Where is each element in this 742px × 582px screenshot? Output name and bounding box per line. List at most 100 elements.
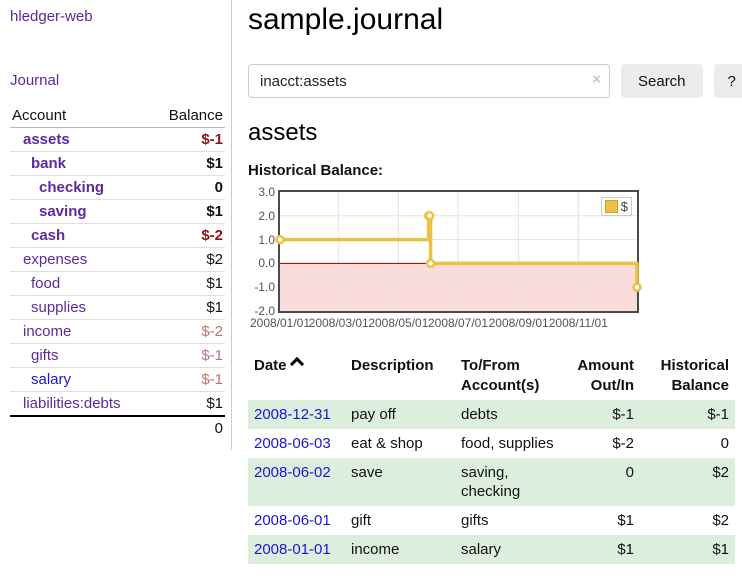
account-row: liabilities:debts $1 — [10, 391, 225, 417]
register-row: 2008-01-01 income salary $1 $1 — [248, 535, 735, 564]
nav: Journal — [10, 72, 225, 89]
account-balance: $1 — [151, 295, 225, 320]
register-cell-date: 2008-06-03 — [248, 429, 345, 458]
main-content: sample.journal × Search ? assets Histori… — [232, 0, 742, 564]
register-cell-description: gift — [351, 512, 372, 529]
register-cell-balance: $2 — [712, 512, 729, 529]
register-cell-date: 2008-12-31 — [248, 400, 345, 429]
accounts-header-account: Account — [10, 104, 152, 128]
sort-ascending-icon — [289, 356, 304, 372]
register-cell-amount: $1 — [565, 535, 640, 564]
register-cell-accounts: saving, checking — [455, 458, 565, 506]
register-row: 2008-06-01 gift gifts $1 $2 — [248, 506, 735, 535]
transaction-date-link[interactable]: 2008-06-02 — [254, 464, 331, 481]
account-row: cash $-2 — [10, 223, 225, 248]
clear-search-icon[interactable]: × — [592, 71, 601, 88]
search-box: × — [248, 64, 610, 98]
register-cell-balance: 0 — [720, 435, 729, 452]
account-link-income[interactable]: income — [23, 323, 72, 340]
account-row: gifts $-1 — [10, 343, 225, 368]
app-root: hledger-web Journal Account Balance asse… — [10, 0, 742, 564]
account-row: assets $-1 — [10, 127, 225, 152]
account-link-salary[interactable]: salary — [31, 371, 72, 388]
x-tick-label: 2008/05/01 — [368, 316, 429, 330]
register-cell-balance: $-1 — [640, 400, 735, 429]
register-cell-description: eat & shop — [351, 435, 423, 452]
account-balance: $1 — [151, 391, 225, 417]
register-header-row: Date Description To/From Account(s) Amou… — [248, 352, 735, 400]
x-tick-label: 2008/11/01 — [548, 316, 608, 330]
account-row: bank $1 — [10, 151, 225, 176]
transaction-date-link[interactable]: 2008-01-01 — [254, 541, 331, 558]
register-table: Date Description To/From Account(s) Amou… — [248, 352, 735, 564]
register-row: 2008-06-02 save saving, checking 0 $2 — [248, 458, 735, 506]
account-balance: $1 — [151, 199, 225, 224]
help-button[interactable]: ? — [713, 64, 742, 98]
account-row: expenses $2 — [10, 247, 225, 272]
register-header-amount: Amount Out/In — [577, 357, 634, 394]
account-balance: $1 — [151, 271, 225, 296]
account-link-checking[interactable]: checking — [39, 179, 105, 196]
account-link-expenses[interactable]: expenses — [23, 251, 88, 268]
register-header-accounts: To/From Account(s) — [461, 357, 540, 394]
register-header-description: Description — [351, 357, 434, 374]
legend-label: $ — [620, 199, 628, 214]
chart-title: Historical Balance: — [248, 162, 384, 179]
transaction-date-link[interactable]: 2008-06-03 — [254, 435, 331, 452]
account-link-food[interactable]: food — [31, 275, 61, 292]
chart-x-axis: 2008/01/01 2008/03/01 2008/05/01 2008/07/01… — [250, 316, 639, 332]
nav-journal-link[interactable]: Journal — [10, 72, 60, 89]
y-tick-label: -2.0 — [254, 304, 275, 318]
register-cell-accounts: gifts — [461, 512, 489, 529]
search-button[interactable]: Search — [621, 64, 703, 98]
register-cell-amount: $-2 — [612, 435, 634, 452]
register-cell-accounts: debts — [455, 400, 565, 429]
account-row: saving $1 — [10, 199, 225, 224]
accounts-total-row: 0 — [10, 415, 225, 440]
register-cell-description: income — [345, 535, 455, 564]
account-link-cash[interactable]: cash — [31, 227, 66, 244]
register-cell-date: 2008-06-02 — [248, 458, 345, 506]
transaction-date-link[interactable]: 2008-06-01 — [254, 512, 331, 529]
account-balance: $2 — [151, 247, 225, 272]
search-form: × Search ? — [248, 64, 742, 98]
account-title: assets — [248, 119, 318, 146]
account-balance: $-2 — [151, 319, 225, 344]
search-input[interactable] — [248, 64, 610, 98]
register-cell-date: 2008-01-01 — [248, 535, 345, 564]
register-header-date[interactable]: Date — [248, 352, 345, 400]
chart-plot-area[interactable]: $ — [275, 190, 642, 313]
legend-swatch-icon — [604, 200, 618, 213]
y-tick-label: 3.0 — [258, 185, 275, 199]
register-cell-amount: 0 — [565, 458, 640, 506]
account-link-bank[interactable]: bank — [31, 155, 67, 172]
accounts-table: Account Balance assets $-1 bank $1 checking 0… — [10, 104, 225, 440]
account-link-assets[interactable]: assets — [23, 131, 70, 148]
account-link-supplies[interactable]: supplies — [31, 299, 87, 316]
register-cell-accounts: food, supplies — [461, 435, 554, 452]
account-row: supplies $1 — [10, 295, 225, 320]
account-balance: $-2 — [151, 223, 225, 248]
account-link-gifts[interactable]: gifts — [31, 347, 59, 364]
register-cell-amount: $-1 — [565, 400, 640, 429]
y-tick-label: -1.0 — [254, 280, 275, 295]
accounts-header-balance: Balance — [151, 104, 225, 128]
account-link-saving[interactable]: saving — [39, 203, 87, 220]
historical-balance-chart[interactable]: 3.0 2.0 1.0 0.0 -1.0 -2.0 $ 2008/01/01 2008/03… — [248, 185, 642, 332]
account-link-liabilities-debts[interactable]: liabilities:debts — [23, 395, 121, 412]
register-header-balance: Historical Balance — [660, 357, 729, 394]
x-tick-label: 2008/03/01 — [308, 316, 369, 330]
y-tick-label: 1.0 — [258, 232, 275, 247]
brand: hledger-web — [10, 8, 225, 25]
register-cell-balance: $2 — [640, 458, 735, 506]
transaction-date-link[interactable]: 2008-12-31 — [254, 406, 331, 423]
register-cell-date: 2008-06-01 — [248, 506, 345, 535]
account-balance: 0 — [151, 175, 225, 200]
register-cell-description: save — [345, 458, 455, 506]
register-cell-balance: $1 — [640, 535, 735, 564]
register-row: 2008-06-03 eat & shop food, supplies $-2 0 — [248, 429, 735, 458]
chart-legend: $ — [600, 197, 632, 216]
brand-link[interactable]: hledger-web — [10, 8, 93, 25]
x-tick-label: 2008/07/01 — [427, 316, 489, 330]
accounts-total-balance: 0 — [151, 415, 225, 440]
